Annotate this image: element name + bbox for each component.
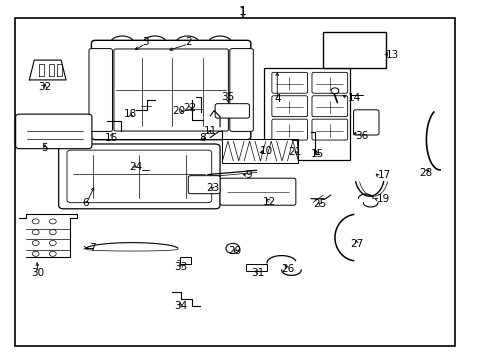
Text: 16: 16 xyxy=(104,132,118,143)
Text: 6: 6 xyxy=(82,198,89,208)
FancyBboxPatch shape xyxy=(220,178,295,205)
Text: 5: 5 xyxy=(41,143,48,153)
FancyBboxPatch shape xyxy=(114,49,228,131)
Text: 36: 36 xyxy=(354,131,367,141)
Text: 19: 19 xyxy=(376,194,389,204)
Circle shape xyxy=(32,219,39,224)
FancyBboxPatch shape xyxy=(59,144,220,209)
Circle shape xyxy=(225,243,239,253)
FancyBboxPatch shape xyxy=(271,119,307,140)
Text: 1: 1 xyxy=(239,7,246,17)
Text: 31: 31 xyxy=(251,267,264,278)
FancyBboxPatch shape xyxy=(311,72,347,93)
Circle shape xyxy=(49,251,56,256)
Bar xyxy=(322,32,386,68)
FancyBboxPatch shape xyxy=(91,40,250,140)
Text: 27: 27 xyxy=(349,239,363,249)
Text: 7: 7 xyxy=(89,243,96,253)
Text: 32: 32 xyxy=(38,82,52,93)
FancyBboxPatch shape xyxy=(229,49,253,131)
Text: 25: 25 xyxy=(313,199,326,209)
FancyBboxPatch shape xyxy=(327,38,346,65)
FancyBboxPatch shape xyxy=(16,114,92,149)
Text: 3: 3 xyxy=(142,37,149,48)
FancyBboxPatch shape xyxy=(271,72,307,93)
Circle shape xyxy=(32,240,39,246)
Text: 17: 17 xyxy=(377,170,390,180)
Text: 24: 24 xyxy=(128,162,142,172)
Text: 22: 22 xyxy=(183,103,196,113)
Circle shape xyxy=(330,88,338,94)
FancyBboxPatch shape xyxy=(67,150,211,203)
Text: 8: 8 xyxy=(199,132,206,143)
Circle shape xyxy=(49,230,56,235)
Text: 23: 23 xyxy=(205,183,219,193)
Text: 14: 14 xyxy=(347,93,361,103)
FancyBboxPatch shape xyxy=(311,96,347,117)
Text: 35: 35 xyxy=(220,92,234,102)
FancyBboxPatch shape xyxy=(311,119,347,140)
Text: 34: 34 xyxy=(174,301,187,311)
Text: 2: 2 xyxy=(184,37,191,48)
Text: 11: 11 xyxy=(203,126,217,136)
Text: 18: 18 xyxy=(123,109,137,120)
FancyBboxPatch shape xyxy=(215,104,249,118)
FancyBboxPatch shape xyxy=(245,264,266,271)
Text: 9: 9 xyxy=(244,170,251,180)
FancyBboxPatch shape xyxy=(188,176,220,194)
FancyBboxPatch shape xyxy=(180,257,190,264)
Circle shape xyxy=(49,240,56,246)
Text: 26: 26 xyxy=(280,264,294,274)
Text: 1: 1 xyxy=(239,5,246,18)
Text: 10: 10 xyxy=(260,146,272,156)
FancyBboxPatch shape xyxy=(89,49,112,131)
Text: 29: 29 xyxy=(227,246,241,256)
Text: 21: 21 xyxy=(288,147,302,157)
FancyBboxPatch shape xyxy=(271,96,307,117)
Text: 20: 20 xyxy=(172,106,184,116)
Text: 28: 28 xyxy=(418,168,431,178)
Text: 12: 12 xyxy=(263,197,276,207)
Circle shape xyxy=(32,230,39,235)
Text: 15: 15 xyxy=(310,149,324,159)
Circle shape xyxy=(49,219,56,224)
Text: 30: 30 xyxy=(32,267,44,278)
FancyBboxPatch shape xyxy=(264,68,349,160)
Text: 33: 33 xyxy=(174,262,187,272)
FancyBboxPatch shape xyxy=(222,139,298,163)
Text: 13: 13 xyxy=(386,50,399,60)
FancyBboxPatch shape xyxy=(349,38,381,65)
FancyBboxPatch shape xyxy=(353,110,378,135)
Text: 4: 4 xyxy=(273,94,280,104)
Circle shape xyxy=(32,251,39,256)
